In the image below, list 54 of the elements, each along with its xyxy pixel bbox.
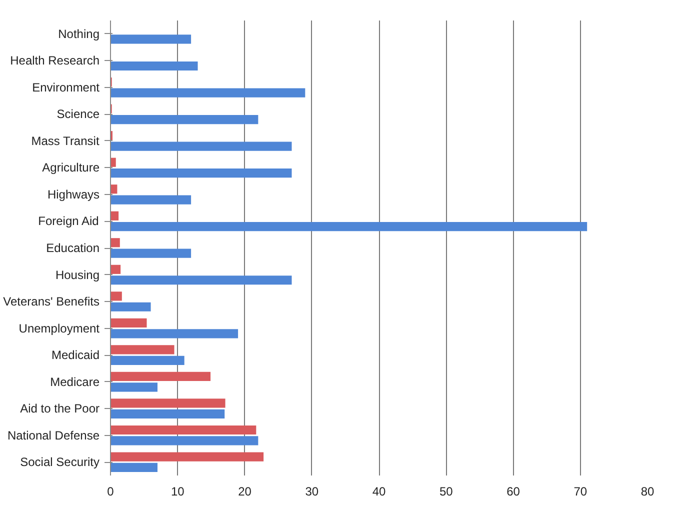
- bar: [110, 302, 151, 312]
- y-tick-label: Veterans' Benefits: [3, 294, 100, 309]
- bar: [110, 114, 258, 124]
- x-tick-label: 80: [640, 484, 654, 498]
- y-tick-label: Housing: [55, 268, 100, 282]
- bar: [110, 292, 122, 301]
- y-tick-label: Aid to the Poor: [20, 402, 100, 416]
- y-tick-label: Environment: [32, 80, 100, 94]
- bar: [110, 345, 174, 354]
- bar: [110, 222, 588, 232]
- bar: [110, 382, 158, 392]
- bar: [110, 158, 116, 167]
- x-tick-label: 60: [506, 484, 520, 498]
- y-tick-label: Mass Transit: [31, 134, 100, 148]
- y-tick-label: Unemployment: [18, 321, 100, 336]
- bar: [110, 329, 238, 338]
- bar: [110, 462, 158, 472]
- bar: [110, 248, 192, 258]
- bar: [110, 195, 192, 204]
- y-tick-label: Science: [56, 107, 100, 122]
- y-tick-label: Highways: [47, 187, 100, 202]
- x-tick-label: 20: [238, 484, 252, 498]
- bar: [110, 409, 225, 418]
- y-tick-label: Foreign Aid: [38, 214, 99, 228]
- bar: [110, 34, 192, 44]
- bar: [110, 398, 226, 408]
- bar: [110, 452, 264, 462]
- bar: [110, 264, 121, 274]
- x-tick-label: 70: [574, 484, 588, 498]
- bar: [110, 61, 198, 71]
- x-tick-label: 30: [305, 484, 319, 498]
- bar: [110, 372, 211, 382]
- y-tick-label: Agriculture: [42, 160, 100, 175]
- bar: [110, 425, 256, 435]
- bar: [110, 88, 306, 98]
- y-tick-label: Social Security: [20, 455, 100, 470]
- bar: [110, 168, 292, 178]
- y-tick-label: Health Research: [10, 54, 100, 68]
- x-tick-label: 10: [170, 484, 185, 498]
- y-tick-label: Medicare: [50, 374, 100, 389]
- y-tick-label: National Defense: [7, 428, 100, 442]
- bar: [110, 356, 184, 365]
- y-tick-label: Education: [46, 241, 100, 255]
- x-tick-label: 0: [107, 484, 114, 498]
- bar: [110, 238, 120, 248]
- x-tick-label: 50: [439, 484, 454, 498]
- bar: [110, 211, 119, 220]
- bar: [110, 318, 147, 328]
- x-tick-label: 40: [372, 484, 386, 498]
- bar: [110, 142, 292, 151]
- bar: [110, 276, 292, 285]
- bar: [110, 436, 258, 446]
- y-tick-label: Medicaid: [51, 348, 100, 362]
- y-tick-label: Nothing: [58, 26, 100, 41]
